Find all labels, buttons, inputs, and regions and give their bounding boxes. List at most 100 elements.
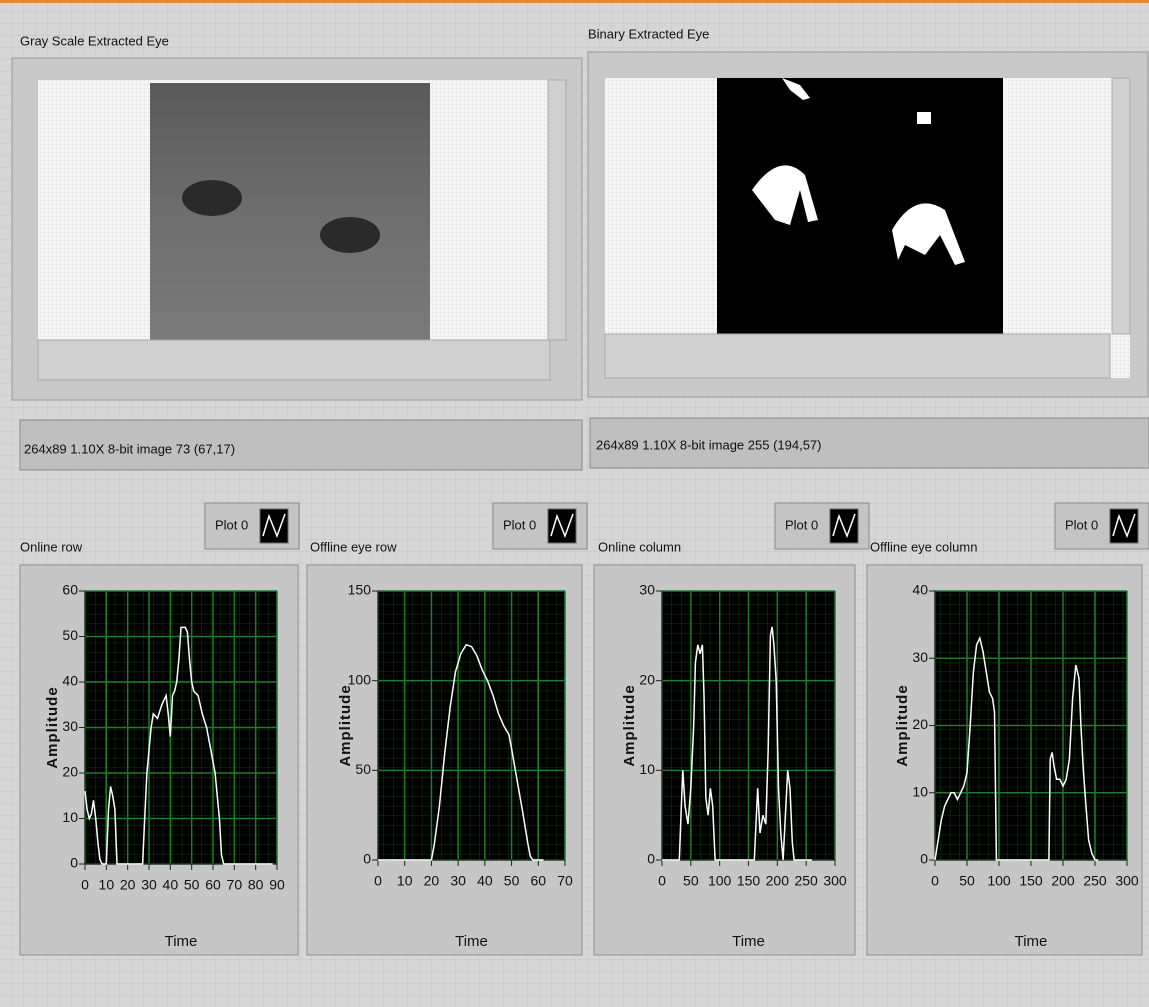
x-tick-label: 250 bbox=[794, 873, 818, 889]
y-tick-label: 20 bbox=[639, 671, 655, 687]
y-tick-label: 50 bbox=[62, 627, 78, 643]
data-line bbox=[378, 643, 544, 861]
x-tick-label: 150 bbox=[1019, 873, 1043, 889]
x-tick-label: 30 bbox=[141, 877, 157, 893]
legend-line bbox=[262, 513, 286, 539]
legend-swatch bbox=[829, 508, 859, 544]
y-tick-label: 0 bbox=[647, 851, 655, 867]
y-tick-label: 0 bbox=[70, 855, 78, 871]
y-tick-label: 20 bbox=[62, 764, 78, 780]
x-tick-label: 60 bbox=[530, 873, 546, 889]
x-tick-label: 40 bbox=[477, 873, 493, 889]
chart-title: Online column bbox=[598, 539, 681, 554]
x-tick-label: 250 bbox=[1083, 873, 1107, 889]
legend-line bbox=[550, 513, 574, 539]
x-tick-label: 50 bbox=[504, 873, 520, 889]
y-tick-label: 100 bbox=[348, 671, 372, 687]
y-tick-label: 10 bbox=[62, 809, 78, 825]
chart-title: Online row bbox=[20, 539, 83, 554]
x-tick-label: 300 bbox=[823, 873, 847, 889]
chart-title: Offline eye row bbox=[310, 539, 397, 554]
y-tick-label: 0 bbox=[363, 851, 371, 867]
data-line bbox=[934, 635, 1099, 861]
x-tick-label: 90 bbox=[269, 877, 285, 893]
info-bar bbox=[19, 419, 583, 471]
y-tick-label: 10 bbox=[639, 761, 655, 777]
legend-label: Plot 0 bbox=[785, 517, 818, 532]
blob bbox=[752, 165, 818, 225]
x-axis-label: Time bbox=[165, 933, 198, 950]
h-scrollbar[interactable] bbox=[37, 339, 551, 381]
data-line bbox=[662, 626, 812, 861]
blob bbox=[892, 203, 965, 265]
legend-swatch bbox=[259, 508, 289, 544]
x-tick-label: 30 bbox=[450, 873, 466, 889]
v-scrollbar[interactable] bbox=[547, 79, 567, 341]
blob bbox=[917, 112, 931, 124]
x-tick-label: 10 bbox=[397, 873, 413, 889]
info-bar bbox=[589, 417, 1149, 469]
x-axis-label: Time bbox=[455, 933, 488, 950]
x-tick-label: 150 bbox=[737, 873, 761, 889]
h-scrollbar[interactable] bbox=[604, 333, 1111, 379]
legend-line bbox=[832, 513, 856, 539]
x-tick-label: 100 bbox=[987, 873, 1011, 889]
y-tick-label: 40 bbox=[912, 582, 928, 598]
x-tick-label: 20 bbox=[424, 873, 440, 889]
x-tick-label: 50 bbox=[959, 873, 975, 889]
x-tick-label: 60 bbox=[205, 877, 221, 893]
y-axis-label: Amplitude bbox=[44, 686, 61, 768]
eye-right bbox=[320, 217, 380, 253]
blob bbox=[782, 78, 810, 100]
y-tick-label: 60 bbox=[62, 582, 78, 598]
x-tick-label: 80 bbox=[248, 877, 264, 893]
y-tick-label: 30 bbox=[912, 649, 928, 665]
y-tick-label: 40 bbox=[62, 673, 78, 689]
legend-label: Plot 0 bbox=[215, 517, 248, 532]
x-tick-label: 50 bbox=[184, 877, 200, 893]
chart: Offline eye row Plot 0 0 50 100 150 0 10 20 30 40 5… bbox=[306, 502, 588, 956]
x-tick-label: 200 bbox=[1051, 873, 1075, 889]
image-info: 264x89 1.10X 8-bit image 255 (194,57) bbox=[596, 437, 822, 452]
chart: Online row Plot 0 0 10 20 30 40 50 60 0 10 20 30 40 50… bbox=[19, 502, 300, 956]
legend-line bbox=[1112, 513, 1136, 539]
y-tick-label: 30 bbox=[62, 718, 78, 734]
binary-eye-image bbox=[717, 78, 1003, 334]
eye-left bbox=[182, 180, 242, 216]
data-line bbox=[84, 626, 273, 865]
gray-eye-image bbox=[150, 83, 430, 340]
y-tick-label: 150 bbox=[348, 582, 372, 598]
x-tick-label: 50 bbox=[683, 873, 699, 889]
x-tick-label: 100 bbox=[708, 873, 732, 889]
x-tick-label: 0 bbox=[658, 873, 666, 889]
legend-label: Plot 0 bbox=[503, 517, 536, 532]
y-tick-label: 30 bbox=[639, 582, 655, 598]
x-tick-label: 0 bbox=[81, 877, 89, 893]
y-tick-label: 50 bbox=[355, 761, 371, 777]
y-axis-label: Amplitude bbox=[337, 684, 354, 766]
x-tick-label: 10 bbox=[99, 877, 115, 893]
x-tick-label: 200 bbox=[766, 873, 790, 889]
chart: Offline eye column Plot 0 0 10 20 30 40 0 50 100 1… bbox=[866, 502, 1149, 956]
y-axis-label: Amplitude bbox=[894, 684, 911, 766]
window-border bbox=[0, 0, 1149, 3]
chart-title: Offline eye column bbox=[870, 539, 977, 554]
x-tick-label: 0 bbox=[931, 873, 939, 889]
legend-swatch bbox=[1109, 508, 1139, 544]
v-scrollbar[interactable] bbox=[1111, 77, 1131, 335]
y-tick-label: 0 bbox=[920, 851, 928, 867]
legend-label: Plot 0 bbox=[1065, 517, 1098, 532]
y-tick-label: 10 bbox=[912, 783, 928, 799]
plot-area bbox=[378, 591, 565, 860]
image-info: 264x89 1.10X 8-bit image 73 (67,17) bbox=[24, 441, 235, 456]
x-tick-label: 0 bbox=[374, 873, 382, 889]
panel-title: Binary Extracted Eye bbox=[588, 26, 709, 41]
x-axis-label: Time bbox=[732, 933, 765, 950]
legend-swatch bbox=[547, 508, 577, 544]
y-axis-label: Amplitude bbox=[621, 684, 638, 766]
y-tick-label: 20 bbox=[912, 716, 928, 732]
x-tick-label: 300 bbox=[1115, 873, 1139, 889]
